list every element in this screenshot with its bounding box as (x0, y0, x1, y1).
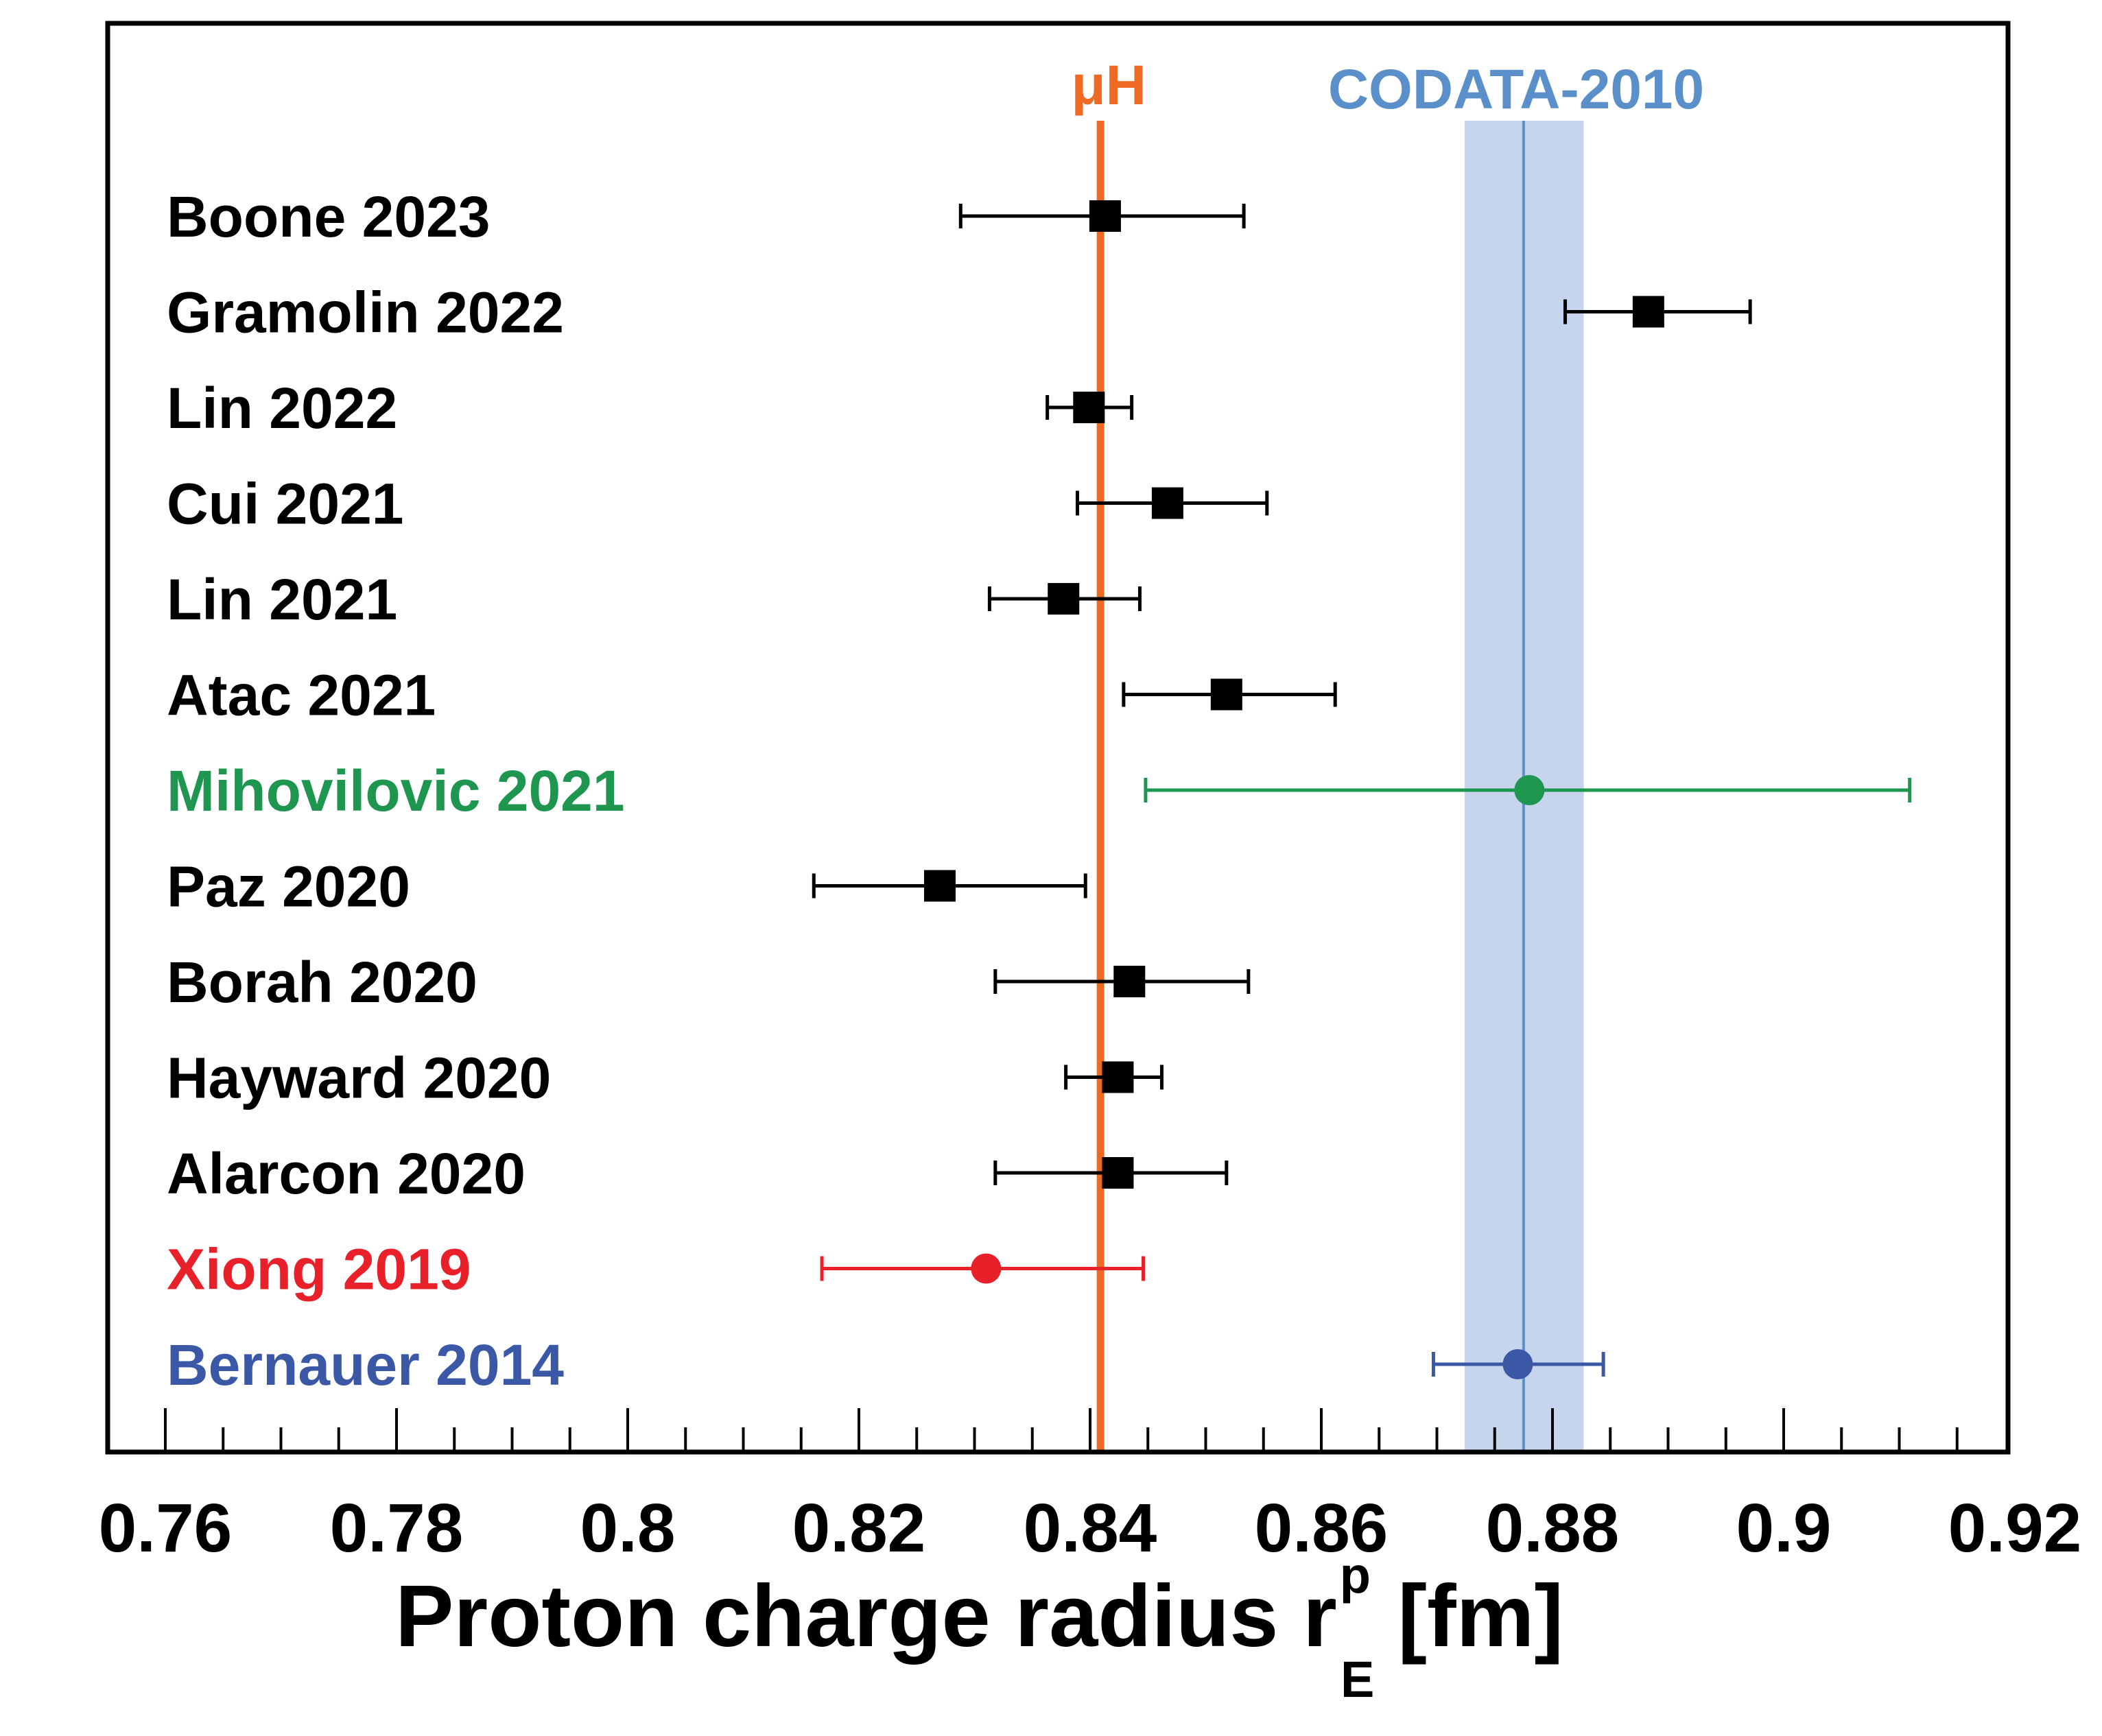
measurement-label: Alarcon 2020 (167, 1141, 526, 1206)
measurement-label: Cui 2021 (167, 472, 404, 536)
x-axis-title-sup: p (1340, 1547, 1371, 1604)
measurement-label: Boone 2023 (167, 185, 491, 249)
data-point-circle (971, 1253, 1002, 1284)
measurement-label: Mihovilovic 2021 (167, 759, 625, 823)
x-tick-label: 0.78 (330, 1490, 464, 1567)
measurement-label: Gramolin 2022 (167, 281, 564, 345)
x-axis-ticks (164, 1408, 1959, 1452)
measurement-label: Lin 2022 (167, 376, 397, 440)
x-tick-label: 0.84 (1024, 1490, 1157, 1567)
x-tick-label: 0.76 (99, 1490, 233, 1567)
x-tick-label: 0.9 (1736, 1490, 1831, 1567)
data-point-square (1102, 1061, 1134, 1093)
data-point-square (923, 870, 956, 902)
x-tick-label: 0.86 (1255, 1490, 1389, 1567)
measurement-label: Xiong 2019 (167, 1237, 471, 1302)
x-axis-title-sub: E (1341, 1651, 1374, 1708)
measurement-label: Hayward 2020 (167, 1046, 551, 1110)
measurement-points (812, 200, 1912, 1379)
x-tick-label: 0.92 (1948, 1490, 2082, 1567)
x-axis-title: Proton charge radius rp E [fm] (395, 1547, 1563, 1708)
x-tick-label: 0.82 (792, 1490, 926, 1567)
data-point-square (1048, 583, 1080, 615)
x-tick-label: 0.88 (1486, 1490, 1620, 1567)
data-point-square (1113, 966, 1146, 997)
data-point-circle (1502, 1349, 1533, 1379)
data-point-square (1151, 487, 1183, 519)
data-point-square (1102, 1157, 1134, 1189)
data-point-circle (1514, 775, 1545, 805)
measurement-label: Borah 2020 (167, 950, 477, 1014)
measurement-labels: Boone 2023 Gramolin 2022 Lin 2022 Cui 2021 L… (167, 185, 625, 1397)
plot-frame (105, 21, 2011, 1455)
measurement-label: Paz 2020 (167, 855, 410, 919)
x-axis-title-unit: [fm] (1397, 1567, 1563, 1665)
codata-label: CODATA-2010 (1328, 58, 1704, 121)
data-point-square (1089, 200, 1121, 232)
measurement-label: Atac 2021 (167, 663, 436, 728)
measurement-label: Lin 2021 (167, 567, 397, 632)
measurement-label: Bernauer 2014 (167, 1333, 564, 1397)
muh-label: μH (1071, 54, 1146, 117)
data-point-square (1073, 392, 1105, 423)
x-tick-label: 0.8 (580, 1490, 675, 1567)
data-point-square (1632, 296, 1664, 328)
data-point-square (1210, 678, 1242, 711)
x-axis-title-main: Proton charge radius r (395, 1567, 1337, 1665)
x-axis-tick-labels: 0.76 0.78 0.8 0.82 0.84 0.86 0.88 0.9 0.92 (99, 1490, 2082, 1567)
